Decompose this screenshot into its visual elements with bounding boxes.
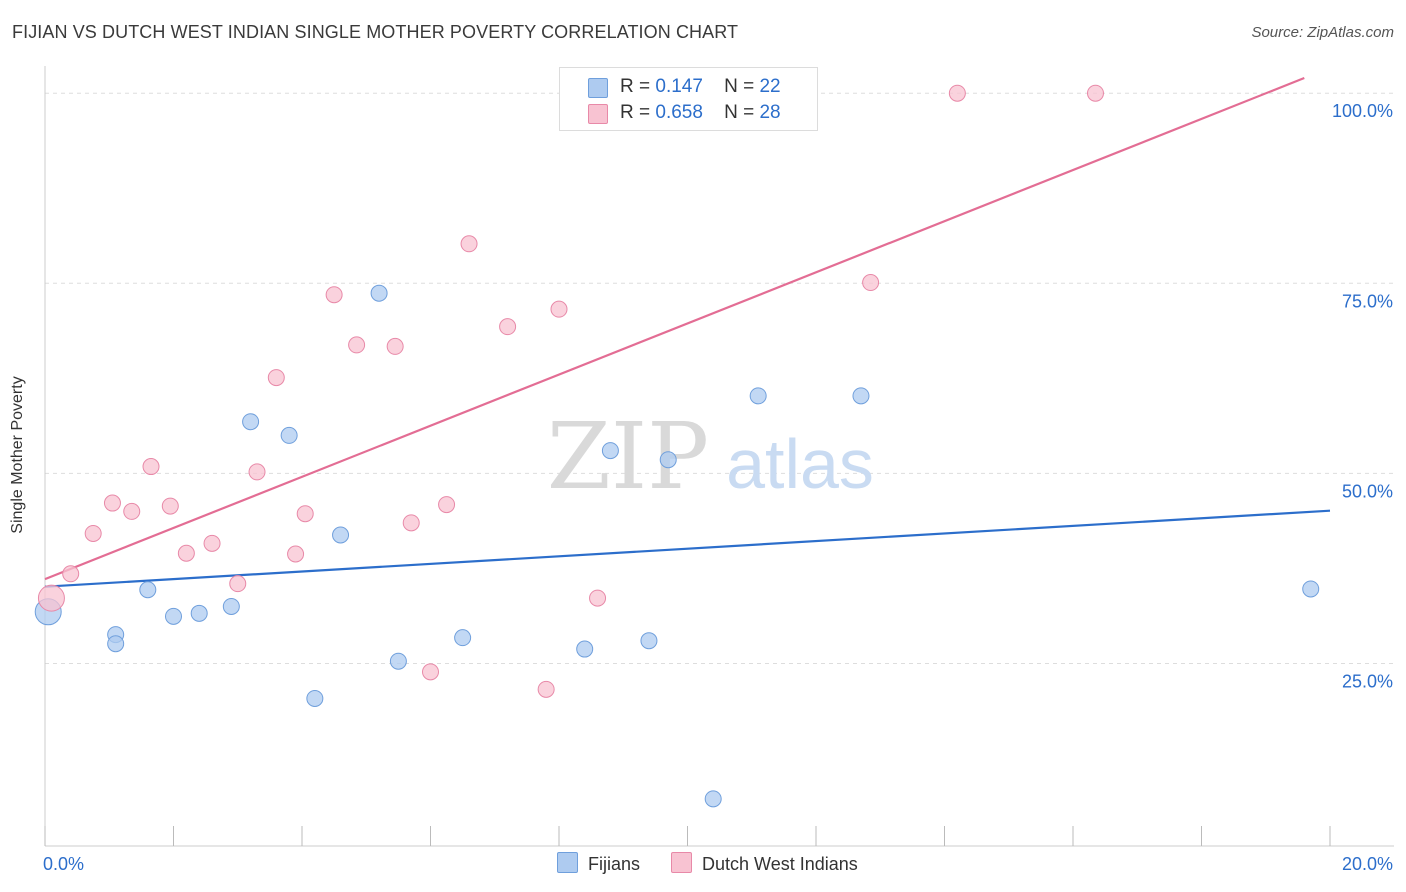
n-value: 22 <box>759 76 781 97</box>
n-label: N = <box>724 102 755 123</box>
fijians-point <box>370 284 388 302</box>
dutch-west-indians-point <box>402 514 420 532</box>
dutch-west-indians-point <box>37 584 65 612</box>
dutch-west-indians-point <box>438 496 456 514</box>
dutch-west-indians-point <box>84 524 102 542</box>
gridlines <box>45 92 1394 665</box>
trend-line-dutch-west-indians <box>44 76 1305 581</box>
trend-line-fijians <box>44 509 1331 588</box>
dutch-west-indians-point <box>103 494 121 512</box>
dutch-west-indians-point <box>287 545 305 563</box>
legend-stats-fijians: R = 0.147 N = 22 <box>620 76 781 98</box>
fijians-point <box>389 652 407 670</box>
dutch-west-indians-point <box>229 575 247 593</box>
fijians-point <box>165 607 182 625</box>
y-tick-label: 50.0% <box>1342 481 1393 501</box>
dutch-west-indians-point <box>1086 84 1104 102</box>
series-legend: Fijians Dutch West Indians <box>557 852 884 875</box>
x-tick-label: 0.0% <box>43 854 84 874</box>
dutch-west-indians-point <box>386 337 404 355</box>
legend-stats-dutch-west-indians: R = 0.658 N = 28 <box>620 102 781 124</box>
y-tick-label: 25.0% <box>1342 672 1393 692</box>
dutch-west-indians-point <box>499 318 517 336</box>
y-tick-label: 75.0% <box>1342 291 1393 311</box>
n-label: N = <box>724 76 755 97</box>
dutch-west-indians-point <box>248 463 266 481</box>
fijians-point <box>242 413 260 431</box>
watermark-atlas: atlas <box>726 425 874 503</box>
dutch-west-indians-point <box>62 565 80 583</box>
fijians-point <box>107 635 125 653</box>
fijians-point <box>332 526 350 544</box>
fijians-point <box>306 689 324 707</box>
dutch-west-indians-point <box>177 544 195 562</box>
fijians-point <box>601 442 619 460</box>
x-tick-label: 20.0% <box>1342 854 1393 874</box>
legend-label-fijians: Fijians <box>588 854 641 874</box>
dutch-west-indians-point <box>348 336 366 354</box>
fijians-point <box>222 597 240 615</box>
chart-title: FIJIAN VS DUTCH WEST INDIAN SINGLE MOTHE… <box>12 22 739 42</box>
fijians-point <box>659 451 677 469</box>
legend-item-fijians: Fijians <box>557 852 640 875</box>
fijians-point <box>454 629 472 647</box>
dutch-west-indians-point <box>422 663 439 681</box>
fijians-point <box>749 387 767 405</box>
y-tick-label: 100.0% <box>1332 101 1393 121</box>
n-value: 28 <box>759 102 781 123</box>
trend-lines <box>44 76 1331 588</box>
fijians-point <box>139 581 157 599</box>
fijians-point <box>576 640 594 658</box>
dutch-west-indians-point <box>589 589 607 607</box>
legend-label-dutch-west-indians: Dutch West Indians <box>702 854 858 874</box>
dutch-west-indians-point <box>267 369 285 387</box>
fijians-point <box>280 426 298 444</box>
source-label: Source: ZipAtlas.com <box>1251 24 1394 41</box>
r-label: R = <box>620 76 651 97</box>
fijians-point <box>704 790 722 808</box>
axes <box>44 66 1394 847</box>
dutch-west-indians-point <box>142 458 160 476</box>
r-value: 0.147 <box>655 76 703 97</box>
dutch-west-indians-point <box>203 534 221 552</box>
dutch-west-indians-legend-swatch <box>671 852 693 873</box>
fijians-legend-swatch <box>557 852 578 873</box>
dutch-west-indians-point <box>123 502 141 520</box>
dutch-west-indians-point <box>550 300 568 318</box>
dutch-west-indians-point <box>537 680 555 698</box>
correlation-legend: R = 0.147 N = 22 R = 0.658 N = 28 <box>559 67 818 131</box>
fijians-point <box>640 632 658 650</box>
fijians-point <box>1302 580 1320 598</box>
watermark-zip: ZIP <box>547 403 709 510</box>
fijians-swatch <box>588 78 608 98</box>
legend-item-dutch-west-indians: Dutch West Indians <box>671 852 858 875</box>
tick-labels: 25.0% 50.0% 75.0% 100.0% 0.0% 20.0% <box>43 101 1393 874</box>
dutch-west-indians-point <box>862 274 880 292</box>
fijians-point <box>190 604 208 622</box>
dutch-west-indians-point <box>460 235 478 253</box>
y-axis-label: Single Mother Poverty <box>9 376 26 534</box>
dutch-west-indians-swatch <box>588 104 608 124</box>
r-label: R = <box>620 102 651 123</box>
watermark: ZIP atlas <box>547 403 874 510</box>
r-value: 0.658 <box>655 102 703 123</box>
dutch-west-indians-point <box>296 505 314 523</box>
fijians-point <box>852 387 870 405</box>
dutch-west-indians-point <box>161 497 179 515</box>
dutch-west-indians-point <box>325 286 343 304</box>
dutch-west-indians-point <box>948 84 966 102</box>
data-points <box>34 84 1320 808</box>
